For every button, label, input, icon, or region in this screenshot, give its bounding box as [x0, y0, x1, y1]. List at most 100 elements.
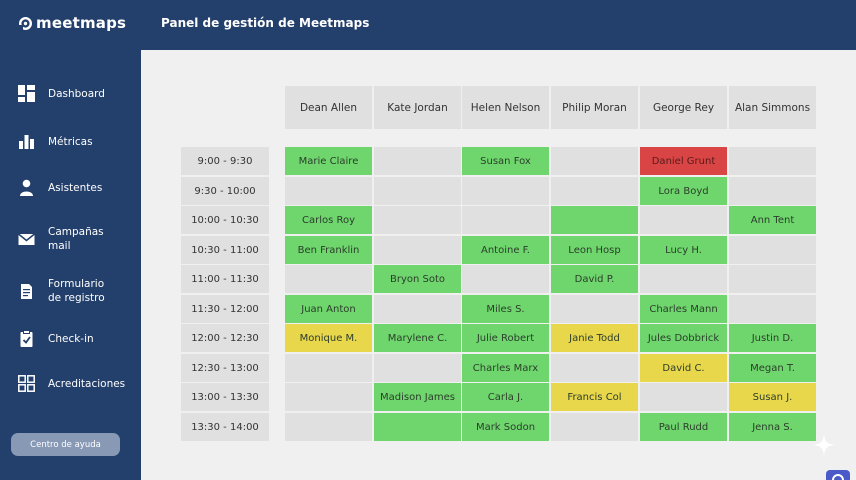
meeting-slot[interactable] — [551, 147, 638, 175]
sidebar-item-label: Check-in — [48, 332, 94, 345]
meeting-slot[interactable] — [729, 147, 816, 175]
meeting-slot[interactable] — [374, 206, 461, 234]
time-slot-label: 9:00 - 9:30 — [181, 147, 269, 175]
meeting-slot[interactable] — [462, 265, 549, 293]
time-slot-label: 13:00 - 13:30 — [181, 383, 269, 411]
meeting-slot[interactable]: Carlos Roy — [285, 206, 372, 234]
meetmaps-logo-icon — [18, 16, 33, 31]
time-slot-label: 12:00 - 12:30 — [181, 324, 269, 352]
column-header: Helen Nelson — [462, 86, 549, 129]
meeting-slot[interactable] — [374, 177, 461, 205]
meeting-slot[interactable] — [374, 354, 461, 382]
meeting-slot[interactable] — [285, 265, 372, 293]
sidebar-item-label: Asistentes — [48, 181, 103, 194]
top-header: meetmaps Panel de gestión de Meetmaps — [0, 0, 856, 50]
meeting-slot[interactable]: Susan Fox — [462, 147, 549, 175]
meeting-slot[interactable]: Charles Mann — [640, 295, 727, 323]
meeting-slot[interactable]: Bryon Soto — [374, 265, 461, 293]
meeting-slot[interactable] — [374, 147, 461, 175]
time-slot-label: 13:30 - 14:00 — [181, 413, 269, 441]
time-slot-label: 12:30 - 13:00 — [181, 354, 269, 382]
meeting-slot[interactable] — [285, 383, 372, 411]
time-slot-label: 10:00 - 10:30 — [181, 206, 269, 234]
meeting-slot[interactable]: Megan T. — [729, 354, 816, 382]
meeting-slot[interactable]: Madison James — [374, 383, 461, 411]
meeting-slot[interactable]: David P. — [551, 265, 638, 293]
meeting-slot[interactable]: Juan Anton — [285, 295, 372, 323]
meetmaps-logo[interactable]: meetmaps — [18, 14, 126, 32]
meeting-slot[interactable]: Daniel Grunt — [640, 147, 727, 175]
meeting-slot[interactable] — [640, 265, 727, 293]
sidebar-item-label: Formulario de registro — [48, 278, 105, 304]
grid-icon — [18, 375, 35, 392]
meeting-slot[interactable] — [551, 177, 638, 205]
meeting-slot[interactable] — [551, 413, 638, 441]
meeting-slot[interactable]: Jenna S. — [729, 413, 816, 441]
meeting-slot[interactable] — [640, 383, 727, 411]
sidebar-item-label: Campañas mail — [48, 226, 104, 252]
logo-text: meetmaps — [36, 14, 127, 32]
meeting-slot[interactable]: Charles Marx — [462, 354, 549, 382]
meeting-slot[interactable]: Julie Robert — [462, 324, 549, 352]
meeting-slot[interactable] — [285, 413, 372, 441]
meeting-slot[interactable] — [374, 413, 461, 441]
meeting-slot[interactable]: Miles S. — [462, 295, 549, 323]
meeting-slot[interactable] — [729, 295, 816, 323]
time-slot-label: 9:30 - 10:00 — [181, 177, 269, 205]
sidebar-item-label: Acreditaciones — [48, 377, 126, 390]
meeting-slot[interactable] — [729, 236, 816, 264]
time-slot-label: 11:30 - 12:00 — [181, 295, 269, 323]
meeting-slot[interactable]: Marie Claire — [285, 147, 372, 175]
meeting-slot[interactable]: Leon Hosp — [551, 236, 638, 264]
sidebar-item-dashboard[interactable]: Dashboard — [18, 85, 105, 102]
sidebar-item-label: Dashboard — [48, 87, 105, 100]
meeting-slot[interactable]: Mark Sodon — [462, 413, 549, 441]
chat-icon — [832, 474, 844, 480]
column-header: Philip Moran — [551, 86, 638, 129]
time-slot-label: 11:00 - 11:30 — [181, 265, 269, 293]
sidebar-item-acreditaciones[interactable]: Acreditaciones — [18, 375, 125, 392]
meeting-slot[interactable]: Monique M. — [285, 324, 372, 352]
meeting-slot[interactable] — [551, 206, 638, 234]
meeting-slot[interactable]: Lora Boyd — [640, 177, 727, 205]
meeting-slot[interactable] — [285, 354, 372, 382]
meeting-slot[interactable]: Carla J. — [462, 383, 549, 411]
meeting-slot[interactable]: Justin D. — [729, 324, 816, 352]
column-header: George Rey — [640, 86, 727, 129]
meeting-slot[interactable]: Janie Todd — [551, 324, 638, 352]
meeting-slot[interactable]: David C. — [640, 354, 727, 382]
meeting-slot[interactable] — [285, 177, 372, 205]
form-icon — [18, 283, 35, 300]
meeting-slot[interactable]: Paul Rudd — [640, 413, 727, 441]
meeting-slot[interactable]: Francis Col — [551, 383, 638, 411]
sidebar-item-metricas[interactable]: Métricas — [18, 133, 93, 150]
help-center-button[interactable]: Centro de ayuda — [11, 433, 120, 456]
sidebar-item-label: Métricas — [48, 135, 93, 148]
meeting-slot[interactable]: Susan J. — [729, 383, 816, 411]
meeting-slot[interactable]: Jules Dobbrick — [640, 324, 727, 352]
meeting-slot[interactable]: Marylene C. — [374, 324, 461, 352]
sidebar-item-formulario[interactable]: Formulario de registro — [18, 277, 105, 305]
meeting-slot[interactable] — [462, 206, 549, 234]
chat-support-button[interactable] — [826, 470, 850, 480]
sidebar-item-asistentes[interactable]: Asistentes — [18, 179, 102, 196]
meeting-slot[interactable] — [551, 354, 638, 382]
time-slot-label: 10:30 - 11:00 — [181, 236, 269, 264]
bar-chart-icon — [18, 133, 35, 150]
meeting-slot[interactable] — [640, 206, 727, 234]
person-icon — [18, 179, 35, 196]
meeting-slot[interactable] — [729, 265, 816, 293]
meeting-slot[interactable]: Antoine F. — [462, 236, 549, 264]
sidebar-item-check-in[interactable]: Check-in — [18, 330, 94, 347]
meeting-slot[interactable]: Ann Tent — [729, 206, 816, 234]
meeting-slot[interactable] — [551, 295, 638, 323]
mail-icon — [18, 231, 35, 248]
meeting-slot[interactable] — [729, 177, 816, 205]
column-header: Kate Jordan — [374, 86, 461, 129]
meeting-slot[interactable] — [462, 177, 549, 205]
sidebar-item-campanas-mail[interactable]: Campañas mail — [18, 225, 104, 253]
meeting-slot[interactable]: Lucy H. — [640, 236, 727, 264]
meeting-slot[interactable] — [374, 236, 461, 264]
meeting-slot[interactable]: Ben Franklin — [285, 236, 372, 264]
meeting-slot[interactable] — [374, 295, 461, 323]
